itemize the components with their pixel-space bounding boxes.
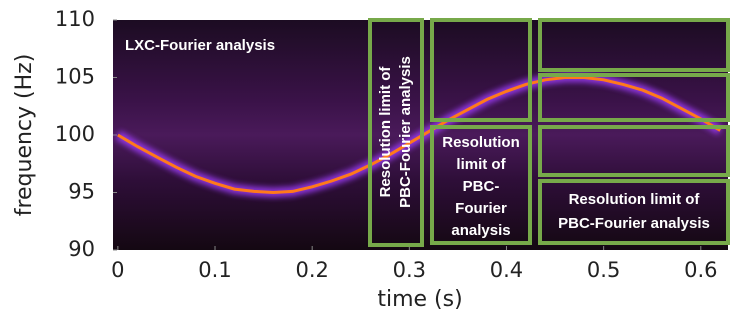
annotation: Resolution limit of PBC- Fourier analysis <box>442 134 520 239</box>
annotation-text: Resolution limit of <box>569 191 701 208</box>
y-tick-label: 110 <box>55 7 95 31</box>
resolution-box <box>430 125 532 245</box>
annotation-text: PBC-Fourier analysis <box>558 215 710 232</box>
annotation-text: Resolution <box>442 134 520 151</box>
annotation-text: PBC- <box>463 178 500 195</box>
y-axis-label: frequency (Hz) <box>12 54 37 217</box>
x-axis-label: time (s) <box>377 287 462 312</box>
data-line <box>117 76 721 195</box>
x-tick-label: 0.5 <box>587 258 620 282</box>
annotation: LXC-Fourier analysis <box>125 37 275 54</box>
annotation-text: LXC-Fourier analysis <box>125 37 275 54</box>
x-tick-label: 0.2 <box>295 258 328 282</box>
resolution-box <box>538 73 730 122</box>
y-tick-label: 100 <box>55 122 95 146</box>
resolution-box <box>538 18 730 72</box>
x-tick-label: 0.6 <box>684 258 717 282</box>
resolution-box <box>368 18 424 247</box>
resolution-box <box>538 179 730 245</box>
x-tick-label: 0.3 <box>393 258 426 282</box>
annotation-text: Resolution limit of <box>377 66 394 198</box>
annotation-text: Fourier <box>455 200 507 217</box>
annotation-text: PBC-Fourier analysis <box>397 56 414 208</box>
y-tick-label: 95 <box>68 180 95 204</box>
y-tick-label: 105 <box>55 65 95 89</box>
x-tick-label: 0 <box>111 258 124 282</box>
annotation-text: analysis <box>451 222 510 239</box>
resolution-box <box>430 18 532 122</box>
y-tick-label: 90 <box>68 237 95 261</box>
x-tick-label: 0.1 <box>198 258 231 282</box>
annotation: Resolution limit of PBC-Fourier analysis <box>558 191 710 232</box>
annotation-text: limit of <box>456 156 506 173</box>
resolution-box <box>538 125 730 177</box>
x-tick-label: 0.4 <box>490 258 523 282</box>
